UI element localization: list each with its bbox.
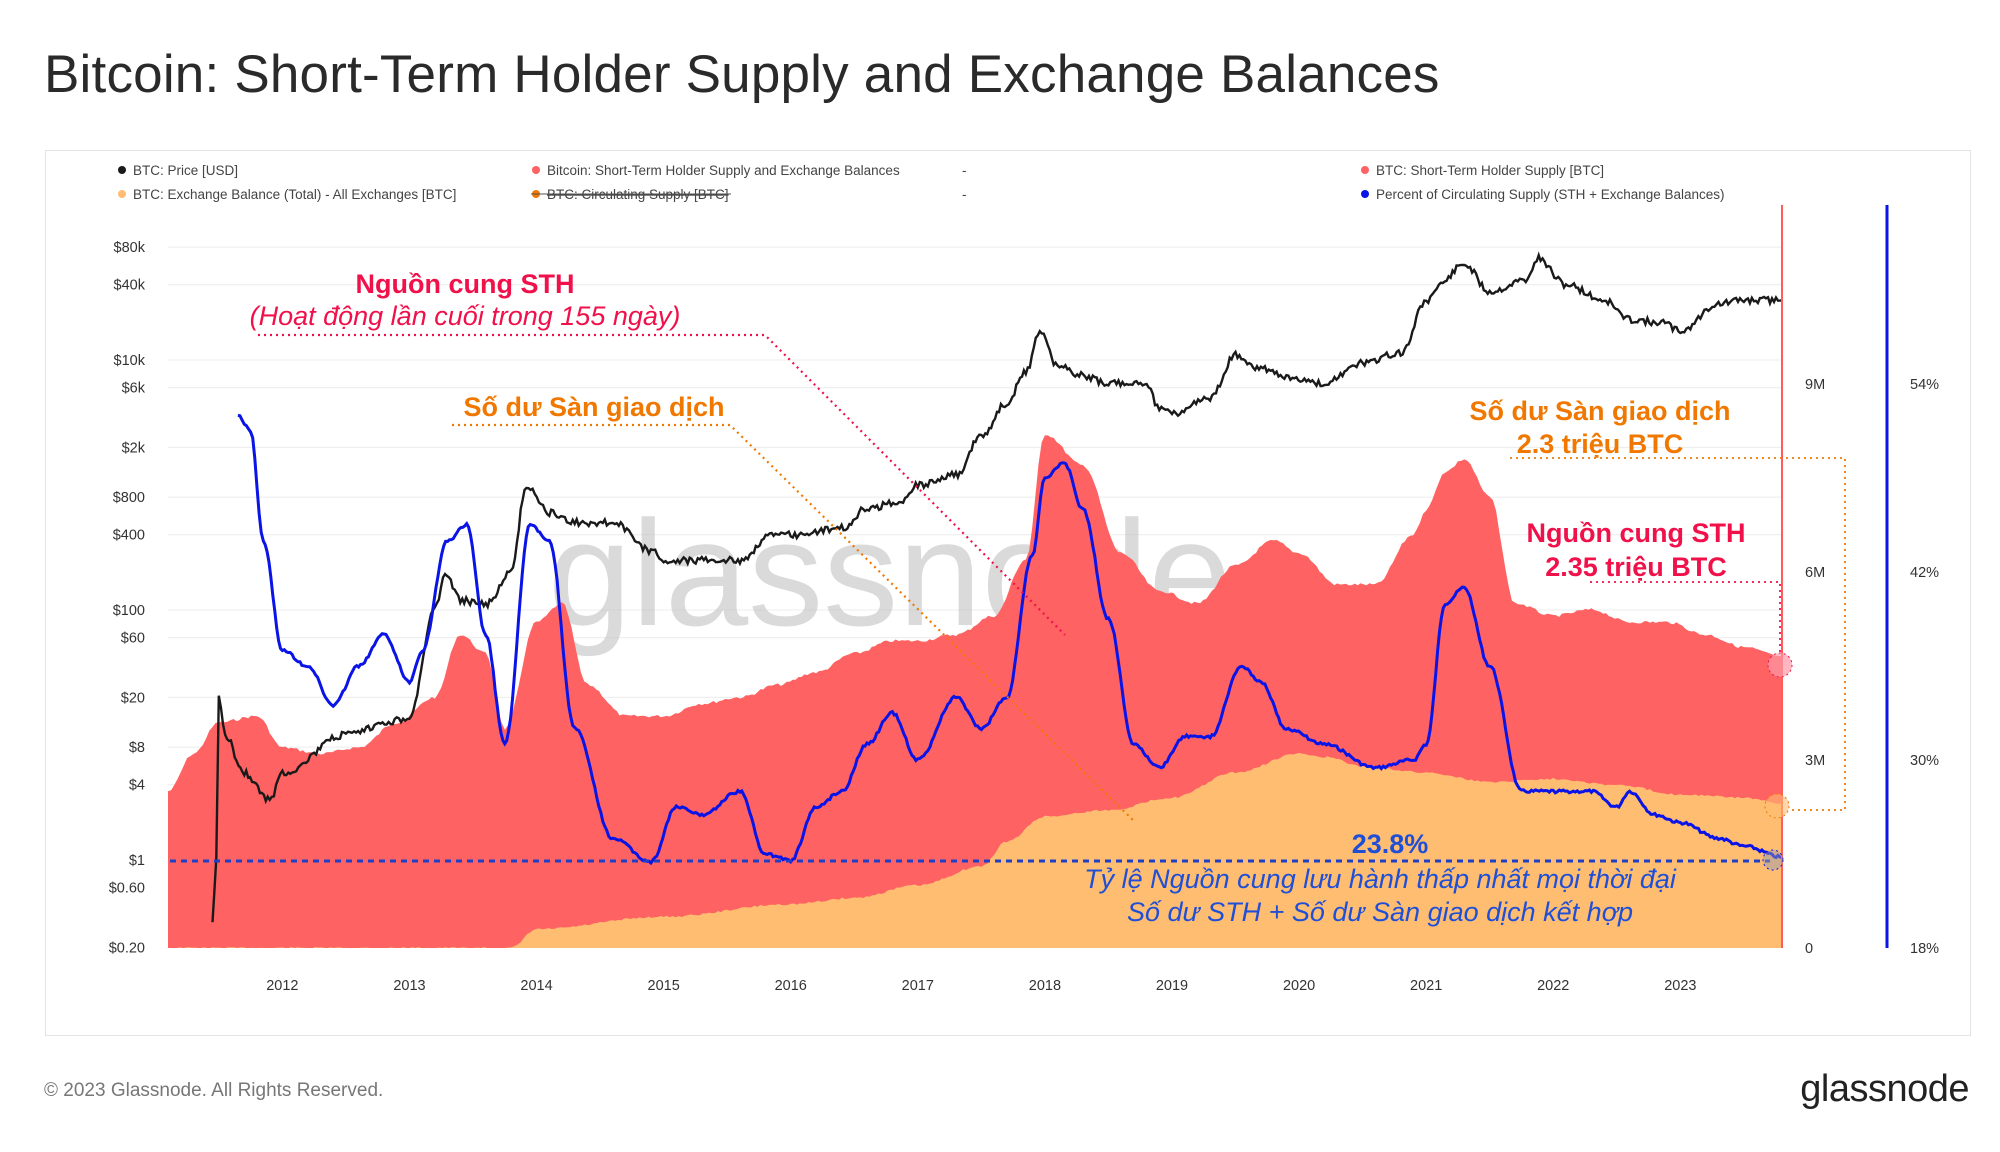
legend-marker	[532, 166, 540, 174]
legend-marker	[1361, 166, 1369, 174]
percent-tick-label: 30%	[1910, 753, 1939, 769]
supply-tick-label: 3M	[1805, 753, 1825, 769]
price-tick-label: $400	[113, 528, 145, 544]
supply-tick-label: 6M	[1805, 565, 1825, 581]
price-tick-label: $6k	[122, 381, 146, 397]
legend-label: -	[962, 163, 967, 178]
sth-value-amount: 2.35 triệu BTC	[1545, 552, 1727, 582]
page-title: Bitcoin: Short-Term Holder Supply and Ex…	[44, 45, 1440, 104]
legend: BTC: Price [USD] Bitcoin: Short-Term Hol…	[118, 163, 1725, 202]
sth-value-marker	[1767, 652, 1793, 678]
legend-label[interactable]: Bitcoin: Short-Term Holder Supply and Ex…	[547, 163, 900, 178]
price-line	[211, 251, 1783, 923]
exchange-value-amount: 2.3 triệu BTC	[1517, 429, 1684, 459]
price-tick-label: $4	[129, 778, 145, 794]
percent-tick-label: 54%	[1910, 377, 1939, 393]
percent-tick-label: 42%	[1910, 565, 1939, 581]
low-percent-marker	[1762, 849, 1784, 871]
exchange-value-bracket	[1510, 457, 1846, 811]
chart-frame	[45, 150, 1971, 1036]
legend-label[interactable]: Percent of Circulating Supply (STH + Exc…	[1376, 187, 1725, 202]
x-tick-label: 2017	[902, 978, 934, 994]
x-tick-label: 2012	[266, 978, 298, 994]
x-tick-label: 2016	[775, 978, 807, 994]
legend-marker	[118, 190, 126, 198]
low-percent-caption-1: Tỷ lệ Nguồn cung lưu hành thấp nhất mọi …	[1084, 864, 1677, 894]
price-tick-label: $0.20	[109, 940, 145, 956]
legend-marker	[118, 166, 126, 174]
price-tick-label: $100	[113, 603, 145, 619]
price-tick-label: $8	[129, 740, 145, 756]
price-tick-label: $2k	[122, 440, 146, 456]
low-percent-value: 23.8%	[1352, 829, 1429, 859]
supply-tick-label: 9M	[1805, 377, 1825, 393]
price-tick-label: $80k	[114, 240, 146, 256]
x-tick-label: 2018	[1029, 978, 1061, 994]
x-tick-label: 2019	[1156, 978, 1188, 994]
price-tick-label: $40k	[114, 278, 146, 294]
footer-brand-logo[interactable]: glassnode	[1800, 1068, 1969, 1110]
percent-axis: 18% 30% 42% 54%	[1910, 377, 1939, 957]
price-tick-label: $0.60	[109, 881, 145, 897]
legend-marker	[1361, 190, 1369, 198]
supply-axis: 0 3M 6M 9M	[1805, 377, 1825, 957]
exchange-leader-line	[452, 423, 1136, 823]
x-tick-label: 2021	[1410, 978, 1442, 994]
x-axis: 2012 2013 2014 2015 2016 2017 2018 2019 2020 2021…	[266, 978, 1696, 994]
legend-label[interactable]: BTC: Short-Term Holder Supply [BTC]	[1376, 163, 1604, 178]
legend-label: -	[962, 187, 967, 202]
x-tick-label: 2022	[1537, 978, 1569, 994]
x-tick-label: 2015	[648, 978, 680, 994]
x-tick-label: 2014	[520, 978, 552, 994]
price-tick-label: $1	[129, 853, 145, 869]
sth-leader-line	[258, 333, 1066, 636]
sth-value-label: Nguồn cung STH	[1527, 518, 1746, 548]
sth-annotation-title: Nguồn cung STH	[356, 269, 575, 299]
exchange-balance-area	[168, 752, 1782, 948]
legend-label[interactable]: BTC: Price [USD]	[133, 163, 238, 178]
legend-label[interactable]: BTC: Exchange Balance (Total) - All Exch…	[133, 187, 456, 202]
exchange-value-label: Số dư Sàn giao dịch	[1469, 396, 1730, 426]
price-tick-label: $20	[121, 690, 145, 706]
price-tick-label: $10k	[114, 353, 146, 369]
annotations: Nguồn cung STH (Hoạt động lần cuối trong…	[170, 269, 1846, 927]
low-percent-caption-2: Số dư STH + Số dư Sàn giao dịch kết hợp	[1127, 897, 1633, 927]
exchange-annotation-title: Số dư Sàn giao dịch	[463, 392, 724, 422]
supply-tick-label: 0	[1805, 941, 1813, 957]
x-tick-label: 2020	[1283, 978, 1315, 994]
percent-tick-label: 18%	[1910, 941, 1939, 957]
price-tick-label: $60	[121, 631, 145, 647]
x-tick-label: 2023	[1664, 978, 1696, 994]
sth-annotation-subtitle: (Hoạt động lần cuối trong 155 ngày)	[250, 301, 681, 331]
exchange-value-marker	[1764, 793, 1790, 819]
footer-copyright: © 2023 Glassnode. All Rights Reserved.	[44, 1080, 384, 1101]
price-axis: $0.20 $0.60 $1 $4 $8 $20 $60 $100 $400 $800 $2k $6k…	[109, 240, 146, 956]
x-tick-label: 2013	[393, 978, 425, 994]
price-tick-label: $800	[113, 490, 145, 506]
